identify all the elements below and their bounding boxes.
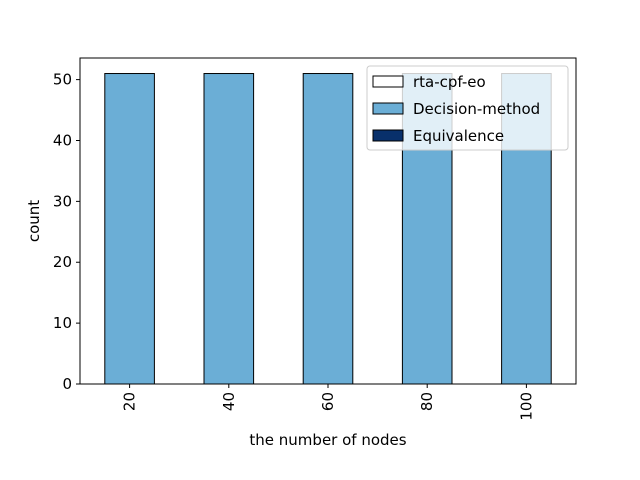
y-tick-label: 0 <box>62 375 72 393</box>
bar-decision-method-40 <box>203 73 255 385</box>
y-tick-label: 30 <box>53 192 72 210</box>
x-tick-label: 40 <box>220 392 238 411</box>
y-axis-label: count <box>25 200 43 242</box>
x-tick-label: 60 <box>319 392 337 411</box>
y-tick-label: 50 <box>53 71 72 89</box>
x-tick-label: 100 <box>517 392 535 421</box>
x-tick-label: 80 <box>418 392 436 411</box>
bar-decision-method-60 <box>302 73 354 385</box>
x-tick-label: 20 <box>121 392 139 411</box>
y-tick-label: 40 <box>53 131 72 149</box>
legend-box <box>366 65 569 151</box>
x-axis-label: the number of nodes <box>249 431 406 449</box>
legend-label-rta-cpf-eo: rta-cpf-eo <box>413 73 486 91</box>
x-axis-ticks: 20 40 60 80 100 <box>121 384 535 421</box>
y-tick-label: 20 <box>53 253 72 271</box>
legend-swatch-decision-method <box>372 102 404 115</box>
y-axis-ticks: 0 10 20 30 40 50 <box>53 71 80 393</box>
legend: rta-cpf-eo Decision-method Equivalence <box>366 65 569 151</box>
y-tick-label: 10 <box>53 314 72 332</box>
legend-swatch-equivalence <box>372 129 404 142</box>
bar-decision-method-20 <box>104 73 155 385</box>
legend-label-decision-method: Decision-method <box>413 100 540 118</box>
legend-label-equivalence: Equivalence <box>413 127 504 145</box>
legend-swatch-rta-cpf-eo <box>372 75 404 88</box>
